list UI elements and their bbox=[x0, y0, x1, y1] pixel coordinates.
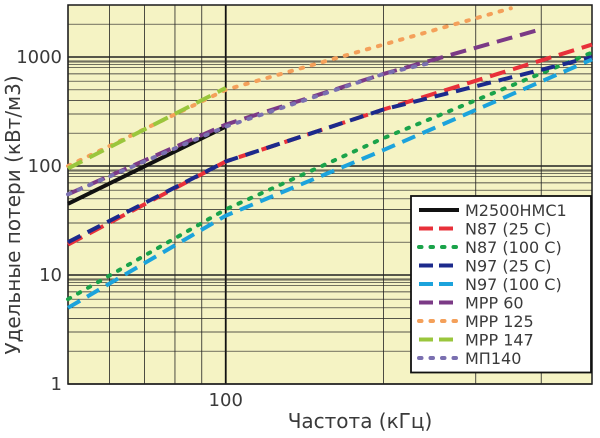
series-line-5 bbox=[66, 57, 593, 310]
series-line-9 bbox=[66, 59, 437, 197]
x-axis-title: Частота (кГц) bbox=[288, 409, 433, 433]
y-tick-label: 1000 bbox=[16, 47, 62, 68]
legend-label: МП140 bbox=[465, 349, 521, 368]
legend-label: MPP 147 bbox=[465, 331, 534, 350]
legend-label: N97 (100 C) bbox=[465, 275, 562, 294]
series-line-8 bbox=[67, 86, 227, 171]
legend-label: N87 (100 C) bbox=[465, 238, 562, 257]
y-tick-label: 100 bbox=[28, 156, 62, 177]
legend-label: N87 (25 C) bbox=[465, 220, 552, 239]
series-line-1 bbox=[67, 124, 227, 206]
x-tick-label: 100 bbox=[209, 390, 243, 411]
y-tick-label: 10 bbox=[39, 265, 62, 286]
legend-label: MPP 125 bbox=[465, 312, 534, 331]
legend-label: M2500HMC1 bbox=[465, 201, 567, 220]
y-axis-title: Удельные потери (кВт/м3) bbox=[1, 75, 25, 354]
series-line-3 bbox=[66, 50, 594, 302]
legend-label: N97 (25 C) bbox=[465, 257, 552, 276]
series-line-4 bbox=[67, 55, 593, 244]
y-tick-label: 1 bbox=[51, 374, 62, 395]
series-line-7 bbox=[66, 6, 513, 169]
legend-label: MPP 60 bbox=[465, 294, 524, 313]
